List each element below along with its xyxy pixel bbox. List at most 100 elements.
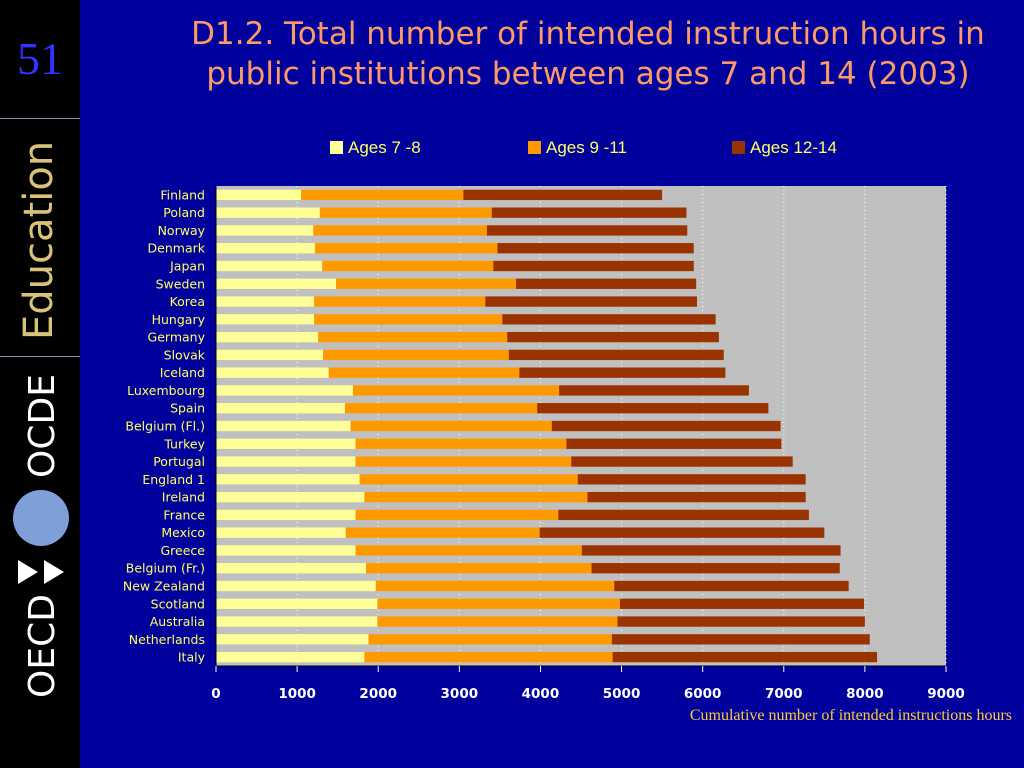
category-label: Turkey bbox=[163, 436, 205, 451]
x-tick-label: 3000 bbox=[441, 686, 479, 702]
x-tick-label: 8000 bbox=[846, 686, 884, 702]
bar-segment bbox=[581, 545, 841, 556]
oecd-logo: OCDE OECD bbox=[13, 374, 69, 698]
bar-segment bbox=[216, 349, 324, 361]
bar-segment bbox=[559, 385, 749, 396]
x-axis-label: Cumulative number of intended instructio… bbox=[689, 707, 1012, 724]
category-label: Portugal bbox=[153, 454, 205, 469]
bar-segment bbox=[366, 563, 592, 574]
bar-segment bbox=[318, 331, 508, 343]
bar-segment bbox=[350, 420, 552, 432]
bar-segment bbox=[566, 438, 782, 449]
bar-segment bbox=[493, 260, 694, 272]
bar-segment bbox=[313, 225, 487, 236]
education-logo-text: Education bbox=[16, 141, 62, 340]
x-tick-label: 5000 bbox=[603, 686, 641, 702]
bar-segment bbox=[216, 509, 356, 521]
bar-segment bbox=[587, 491, 806, 503]
x-tick-label: 2000 bbox=[359, 686, 397, 702]
x-tick-label: 1000 bbox=[278, 686, 316, 702]
bar-segment bbox=[216, 314, 315, 325]
bar-segment bbox=[216, 331, 319, 343]
bar-segment bbox=[508, 349, 724, 361]
legend-item: Ages 9 -11 bbox=[528, 138, 627, 158]
category-label: Mexico bbox=[161, 525, 205, 540]
bar-segment bbox=[216, 403, 345, 414]
sidebar-divider bbox=[0, 356, 80, 357]
bar-segment bbox=[516, 278, 697, 289]
category-label: Sweden bbox=[156, 276, 205, 291]
bar-segment bbox=[216, 491, 365, 503]
category-label: Korea bbox=[170, 294, 205, 309]
bar-segment bbox=[617, 616, 865, 627]
bar-segment bbox=[377, 598, 620, 609]
bar-segment bbox=[355, 545, 582, 556]
bar-segment bbox=[323, 349, 509, 361]
bar-segment bbox=[355, 456, 572, 467]
chart-title: D1.2. Total number of intended instructi… bbox=[191, 16, 985, 92]
bar-segment bbox=[216, 260, 323, 272]
bar-segment bbox=[619, 598, 865, 609]
category-label: Poland bbox=[163, 205, 205, 220]
legend-swatch bbox=[330, 141, 343, 154]
category-label: Norway bbox=[158, 223, 206, 238]
bar-segment bbox=[319, 207, 492, 218]
category-label: Slovak bbox=[164, 347, 206, 362]
bar-segment bbox=[216, 456, 356, 467]
legend-label: Ages 7 -8 bbox=[348, 138, 421, 157]
legend-label: Ages 9 -11 bbox=[546, 138, 627, 157]
bar-segment bbox=[353, 385, 560, 396]
bar-segment bbox=[216, 420, 351, 432]
bar-segment bbox=[314, 243, 498, 254]
bar-segment bbox=[486, 225, 688, 236]
education-logo: Education bbox=[16, 141, 62, 340]
bar-segment bbox=[216, 634, 369, 645]
bar-segment bbox=[216, 616, 378, 627]
x-tick-label: 0 bbox=[211, 686, 220, 702]
category-label: Luxembourg bbox=[127, 383, 205, 398]
x-tick-label: 9000 bbox=[927, 686, 965, 702]
bar-segment bbox=[216, 278, 337, 289]
bar-segment bbox=[519, 367, 726, 378]
category-label: New Zealand bbox=[123, 579, 205, 594]
bar-segment bbox=[364, 651, 613, 663]
bar-segment bbox=[328, 367, 520, 378]
bar-segment bbox=[355, 509, 559, 521]
bar-segment bbox=[216, 225, 314, 236]
bar-segment bbox=[216, 651, 365, 663]
bar-segment bbox=[611, 634, 870, 645]
legend-label: Ages 12-14 bbox=[750, 138, 837, 157]
legend-swatch bbox=[528, 141, 541, 154]
bar-segment bbox=[571, 456, 793, 467]
bar-segment bbox=[614, 580, 849, 592]
bar-segment bbox=[216, 580, 376, 592]
category-label: Belgium (Fl.) bbox=[125, 419, 205, 434]
bar-segment bbox=[368, 634, 612, 645]
oecd-text: OECD bbox=[22, 594, 63, 698]
bar-segment bbox=[216, 598, 378, 609]
plot-area bbox=[216, 186, 946, 666]
legend-item: Ages 12-14 bbox=[732, 138, 837, 158]
category-label: Belgium (Fr.) bbox=[126, 561, 205, 576]
bar-segment bbox=[551, 420, 781, 432]
slide-number: 51 bbox=[17, 33, 63, 84]
bar-segment bbox=[345, 527, 540, 538]
bar-segment bbox=[577, 474, 806, 485]
bar-segment bbox=[216, 243, 315, 254]
bar-segment bbox=[314, 296, 486, 307]
category-label: Japan bbox=[169, 259, 205, 274]
category-label: Netherlands bbox=[129, 632, 205, 647]
legend-item: Ages 7 -8 bbox=[330, 138, 421, 158]
category-label: Spain bbox=[170, 401, 205, 416]
category-label: Hungary bbox=[152, 312, 206, 327]
bar-segment bbox=[537, 403, 769, 414]
bar-segment bbox=[216, 207, 320, 218]
bar-segment bbox=[216, 474, 360, 485]
bar-segment bbox=[301, 189, 464, 201]
bar-segment bbox=[507, 331, 719, 343]
category-label: Germany bbox=[148, 330, 206, 345]
bar-segment bbox=[539, 527, 825, 538]
bar-segment bbox=[497, 243, 694, 254]
category-label: Italy bbox=[178, 650, 206, 665]
bar-segment bbox=[463, 189, 663, 201]
